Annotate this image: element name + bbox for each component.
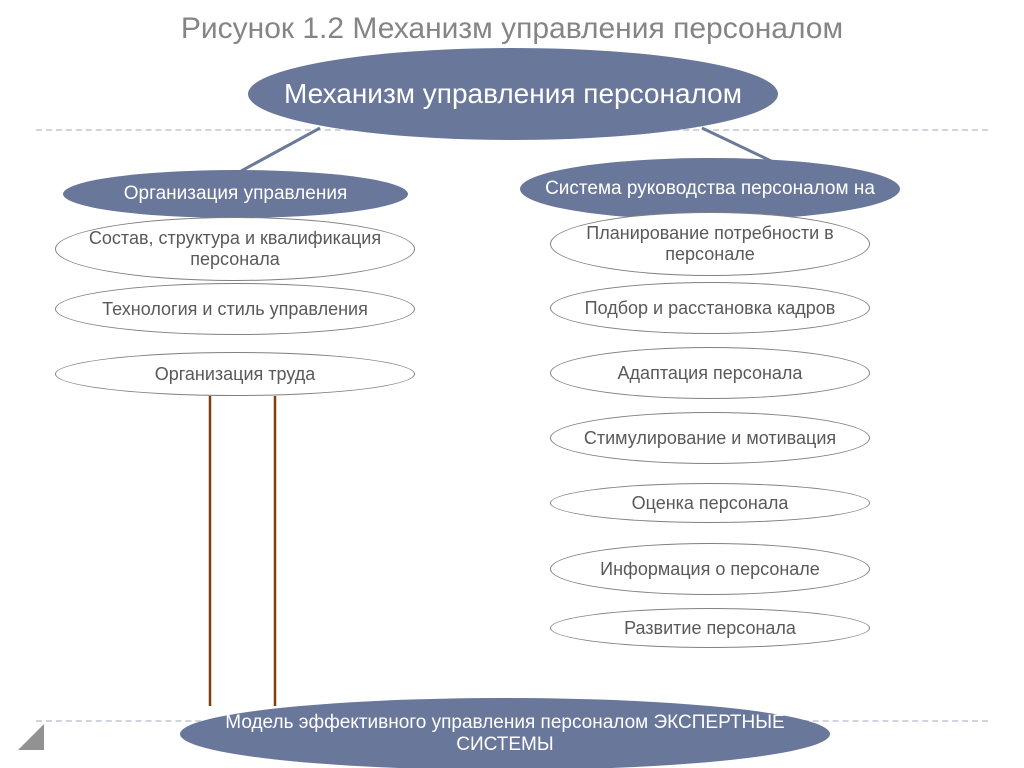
node-r5: Оценка персонала [550, 483, 870, 523]
prev-slide-arrow-icon [18, 724, 44, 750]
node-l1: Состав, структура и квалификация персона… [55, 217, 415, 281]
node-bottom: Модель эффективного управления персонало… [180, 698, 830, 768]
node-l2: Технология и стиль управления [55, 283, 415, 335]
node-label: Подбор и расстановка кадров [585, 298, 836, 319]
node-label: Состав, структура и квалификация персона… [74, 228, 396, 269]
node-l3: Организация труда [55, 352, 415, 396]
node-label: Организация труда [155, 364, 316, 385]
node-label: Информация о персонале [600, 559, 820, 580]
node-label: Адаптация персонала [618, 363, 803, 384]
node-label: Организация управления [124, 183, 348, 205]
node-label: Планирование потребности в персонале [569, 223, 851, 264]
node-label: Оценка персонала [632, 493, 789, 514]
node-root: Механизм управления персоналом [248, 48, 778, 140]
node-label: Развитие персонала [624, 618, 796, 639]
node-r3: Адаптация персонала [550, 347, 870, 399]
node-branch-right: Система руководства персоналом на [520, 158, 900, 220]
node-label: Система руководства персоналом на [545, 178, 875, 200]
diagram-title: Рисунок 1.2 Механизм управления персонал… [0, 12, 1024, 46]
node-branch-left: Организация управления [63, 170, 408, 218]
node-r2: Подбор и расстановка кадров [550, 282, 870, 334]
node-r4: Стимулирование и мотивация [550, 412, 870, 464]
node-label: Механизм управления персоналом [284, 78, 742, 110]
node-r7: Развитие персонала [550, 608, 870, 648]
node-label: Технология и стиль управления [102, 299, 368, 320]
node-label: Модель эффективного управления персонало… [198, 712, 812, 756]
node-r1: Планирование потребности в персонале [550, 212, 870, 276]
node-r6: Информация о персонале [550, 543, 870, 595]
node-label: Стимулирование и мотивация [584, 428, 836, 449]
